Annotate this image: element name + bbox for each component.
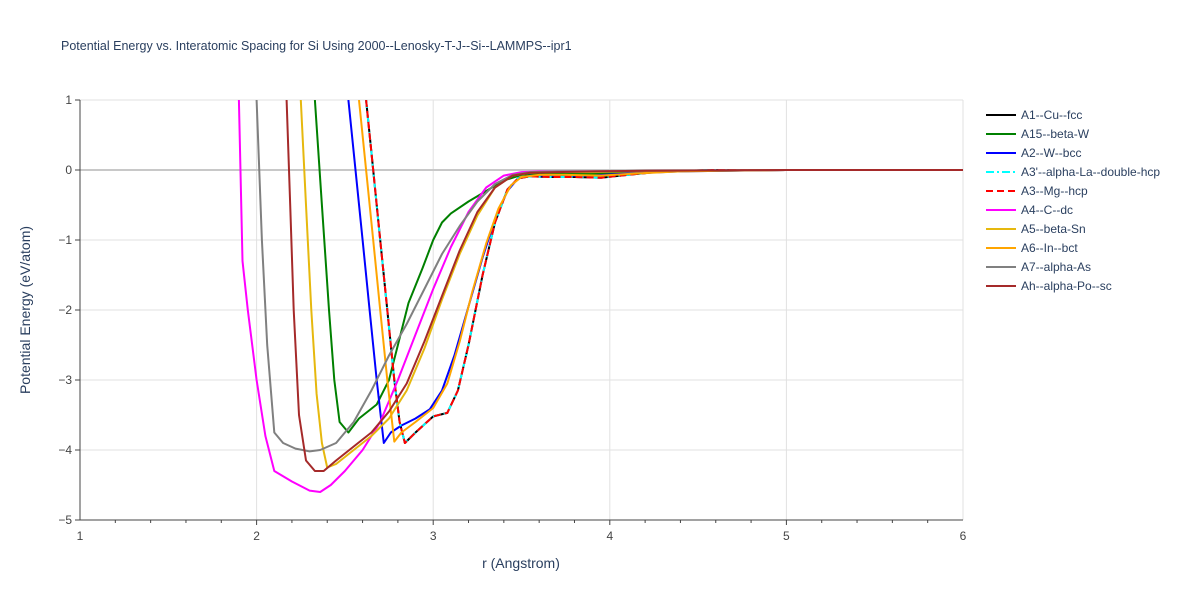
legend-item[interactable]: A7--alpha-As bbox=[986, 260, 1091, 274]
y-axis-title: Potential Energy (eV/atom) bbox=[17, 226, 33, 394]
chart-title: Potential Energy vs. Interatomic Spacing… bbox=[61, 39, 572, 53]
legend-item[interactable]: A3'--alpha-La--double-hcp bbox=[986, 165, 1160, 179]
y-tick-label: −3 bbox=[58, 373, 72, 387]
legend-label: A6--In--bct bbox=[1021, 241, 1078, 255]
x-tick-label: 4 bbox=[606, 529, 613, 543]
y-tick-label: 0 bbox=[65, 163, 72, 177]
y-tick-label: −5 bbox=[58, 513, 72, 527]
legend-item[interactable]: A15--beta-W bbox=[986, 127, 1090, 141]
axes: 1 2 3 4 5 6 1 0 −1 −2 −3 −4 −5 bbox=[58, 93, 966, 543]
legend-item[interactable]: A6--In--bct bbox=[986, 241, 1078, 255]
legend-label: A15--beta-W bbox=[1021, 127, 1090, 141]
series-line-a3-mg-hcp bbox=[365, 100, 963, 444]
series-line-a1-cu-fcc bbox=[365, 100, 963, 444]
legend-label: A1--Cu--fcc bbox=[1021, 108, 1082, 122]
y-tick-label: −2 bbox=[58, 303, 72, 317]
legend-label: A2--W--bcc bbox=[1021, 146, 1081, 160]
legend-label: A3--Mg--hcp bbox=[1021, 184, 1088, 198]
legend-label: A3'--alpha-La--double-hcp bbox=[1021, 165, 1160, 179]
series-line-ah-alpha-po-sc bbox=[285, 100, 963, 472]
x-tick-label: 3 bbox=[430, 529, 437, 543]
legend-item[interactable]: A2--W--bcc bbox=[986, 146, 1081, 160]
series-line-a6-in-bct bbox=[358, 100, 963, 443]
grid bbox=[80, 99, 964, 520]
legend-item[interactable]: A3--Mg--hcp bbox=[986, 184, 1088, 198]
y-tick-label: 1 bbox=[65, 93, 72, 107]
legend-label: Ah--alpha-Po--sc bbox=[1021, 279, 1112, 293]
legend-item[interactable]: A5--beta-Sn bbox=[986, 222, 1086, 236]
series-line-a5-beta-sn bbox=[299, 100, 963, 469]
x-tick-label: 2 bbox=[253, 529, 260, 543]
legend-label: A4--C--dc bbox=[1021, 203, 1073, 217]
x-tick-label: 6 bbox=[960, 529, 967, 543]
x-axis-title: r (Angstrom) bbox=[482, 555, 560, 571]
y-tick-label: −1 bbox=[58, 233, 72, 247]
series-line-a3-alpha-la-double-hcp bbox=[365, 100, 963, 444]
legend-label: A7--alpha-As bbox=[1021, 260, 1091, 274]
series-line-a4-c-dc bbox=[237, 100, 963, 493]
plot-area bbox=[237, 100, 963, 493]
x-tick-label: 5 bbox=[783, 529, 790, 543]
legend-item[interactable]: Ah--alpha-Po--sc bbox=[986, 279, 1112, 293]
series-line-a15-beta-w bbox=[313, 100, 963, 434]
legend-item[interactable]: A4--C--dc bbox=[986, 203, 1073, 217]
legend-item[interactable]: A1--Cu--fcc bbox=[986, 108, 1082, 122]
legend-label: A5--beta-Sn bbox=[1021, 222, 1086, 236]
legend: A1--Cu--fcc A15--beta-W A2--W--bcc A3'--alp… bbox=[986, 108, 1160, 293]
x-tick-label: 1 bbox=[77, 529, 84, 543]
y-tick-label: −4 bbox=[58, 443, 72, 457]
